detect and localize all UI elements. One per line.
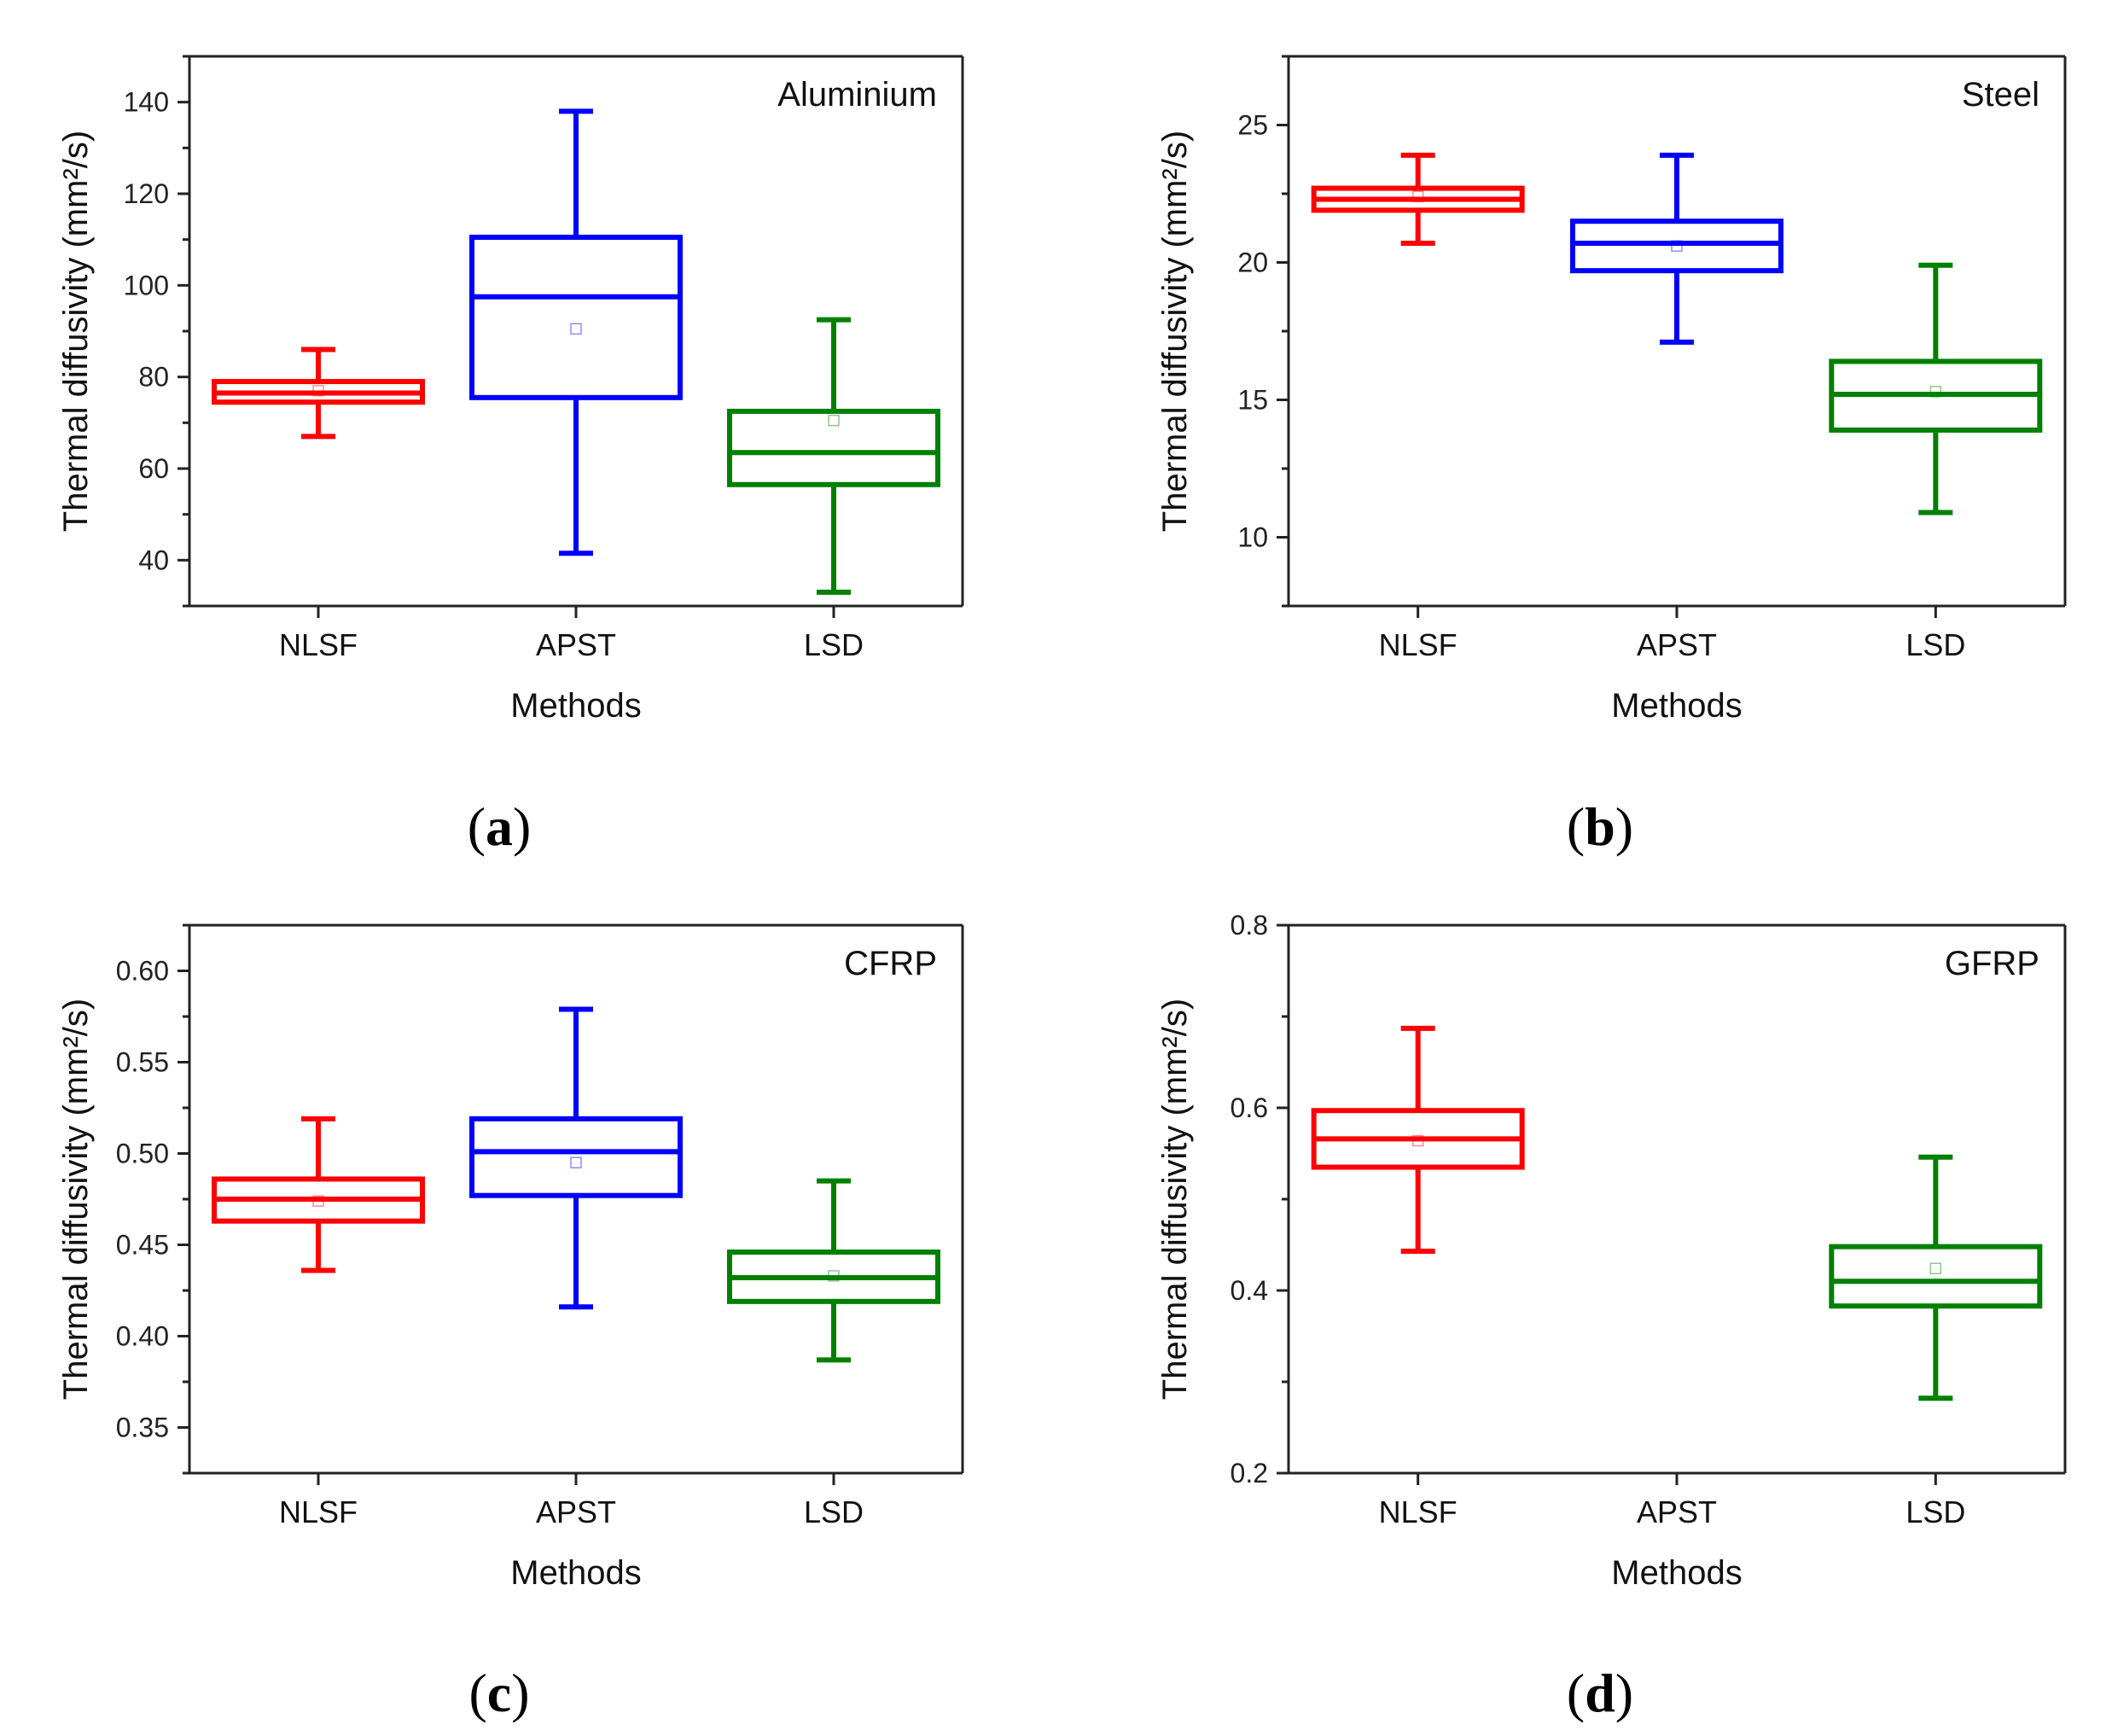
box-apst	[469, 1006, 683, 1310]
y-tick-label: 0.55	[116, 1047, 169, 1078]
x-tick-label-lsd: LSD	[804, 627, 864, 662]
panel-caption-b: (b)	[1567, 796, 1633, 857]
x-tick-label-nlsf: NLSF	[1379, 1494, 1457, 1529]
y-tick-label: 0.40	[116, 1321, 169, 1352]
mean-marker	[312, 1195, 324, 1207]
caption-letter: a	[486, 796, 513, 857]
caption-letter: c	[487, 1663, 511, 1723]
x-tick-label-lsd: LSD	[1905, 627, 1965, 662]
y-axis-title: Thermal diffusivity (mm²/s)	[57, 131, 95, 532]
panel-title: Aluminium	[777, 76, 937, 114]
x-tick-label-nlsf: NLSF	[279, 627, 358, 662]
y-tick-label: 25	[1237, 110, 1268, 141]
panel-caption-d: (d)	[1567, 1663, 1633, 1723]
y-axis-title: Thermal diffusivity (mm²/s)	[1156, 999, 1194, 1400]
caption-paren-open: (	[468, 1663, 486, 1723]
box-lsd	[1829, 262, 2043, 516]
y-tick-label: 0.2	[1231, 1458, 1268, 1488]
x-axis-title: Methods	[510, 1554, 641, 1592]
box-apst	[1570, 152, 1783, 345]
y-tick-label: 140	[124, 87, 169, 118]
iqr-box	[469, 1116, 683, 1198]
mean-marker	[1411, 190, 1424, 202]
caption-paren-close: )	[1615, 1663, 1633, 1723]
mean-marker	[312, 385, 324, 397]
box-nlsf	[212, 1116, 425, 1273]
x-tick-label-lsd: LSD	[804, 1494, 864, 1529]
caption-paren-close: )	[511, 1663, 529, 1723]
x-axis-title: Methods	[510, 687, 641, 725]
mean-marker	[570, 1156, 582, 1168]
caption-paren-close: )	[513, 796, 531, 857]
x-axis-title: Methods	[1611, 1554, 1742, 1592]
caption-paren-close: )	[1615, 796, 1633, 857]
box-nlsf	[1311, 1025, 1525, 1254]
y-tick-label: 10	[1237, 522, 1268, 553]
box-apst	[469, 108, 683, 556]
panel-caption-c: (c)	[468, 1663, 529, 1723]
x-tick-label-nlsf: NLSF	[279, 1494, 358, 1529]
y-tick-label: 0.4	[1231, 1275, 1268, 1306]
caption-paren-open: (	[468, 796, 486, 857]
y-tick-label: 0.60	[116, 956, 169, 987]
caption-paren-open: (	[1567, 1663, 1585, 1723]
mean-marker	[828, 414, 840, 427]
x-axis-title: Methods	[1611, 687, 1742, 725]
x-tick-label-apst: APST	[536, 1494, 616, 1529]
iqr-box	[1570, 218, 1783, 274]
panel-caption-a: (a)	[468, 796, 532, 857]
mean-marker	[1671, 240, 1683, 252]
box-lsd	[727, 1178, 940, 1363]
panel-d: 0.2 0.4 0.6 0.8 NLSF APST LSD Methods Thermal di…	[1156, 910, 2067, 1592]
panel-c: 0.35 0.40 0.45 0.50 0.55 0.60 NLSF APST LSD Metho…	[57, 923, 964, 1592]
x-tick-label-nlsf: NLSF	[1379, 627, 1457, 662]
y-tick-label: 80	[138, 362, 169, 393]
y-tick-label: 100	[124, 270, 169, 300]
y-tick-label: 0.35	[116, 1413, 169, 1443]
mean-marker	[570, 323, 582, 335]
x-tick-label-apst: APST	[1637, 1494, 1717, 1529]
y-axis-title: Thermal diffusivity (mm²/s)	[57, 999, 95, 1400]
iqr-box	[727, 408, 940, 487]
y-tick-label: 20	[1237, 248, 1268, 278]
y-tick-label: 0.6	[1231, 1092, 1268, 1123]
y-axis-title: Thermal diffusivity (mm²/s)	[1156, 131, 1194, 532]
caption-paren-open: (	[1567, 796, 1585, 857]
panel-title: GFRP	[1945, 945, 2039, 982]
y-tick-label: 15	[1237, 385, 1268, 416]
iqr-box	[469, 234, 683, 400]
y-tick-label: 60	[138, 453, 169, 484]
panel-title: CFRP	[844, 945, 937, 982]
y-tick-label: 0.8	[1231, 910, 1268, 941]
caption-letter: d	[1585, 1663, 1615, 1723]
x-tick-label-apst: APST	[536, 627, 616, 662]
x-tick-label-apst: APST	[1637, 627, 1717, 662]
box-lsd	[1829, 1154, 2043, 1401]
box-nlsf	[1311, 152, 1525, 246]
iqr-box	[1829, 1244, 2043, 1309]
panel-b: 10 15 20 25 NLSF APST LSD Methods Thermal diffus…	[1156, 55, 2067, 725]
x-tick-label-lsd: LSD	[1905, 1494, 1965, 1529]
y-tick-label: 0.45	[116, 1230, 169, 1261]
panel-a: 40 60 80 100 120 140 NLSF APST LSD Methods Thermal…	[57, 55, 964, 725]
y-tick-label: 40	[138, 545, 169, 575]
box-lsd	[727, 317, 940, 595]
panel-title: Steel	[1962, 76, 2039, 114]
box-nlsf	[212, 347, 425, 440]
mean-marker	[1929, 1262, 1942, 1275]
mean-marker	[1929, 386, 1942, 398]
mean-marker	[1411, 1134, 1424, 1147]
y-tick-label: 0.50	[116, 1139, 169, 1169]
y-tick-label: 120	[124, 178, 169, 209]
mean-marker	[828, 1270, 840, 1282]
caption-letter: b	[1585, 796, 1615, 857]
